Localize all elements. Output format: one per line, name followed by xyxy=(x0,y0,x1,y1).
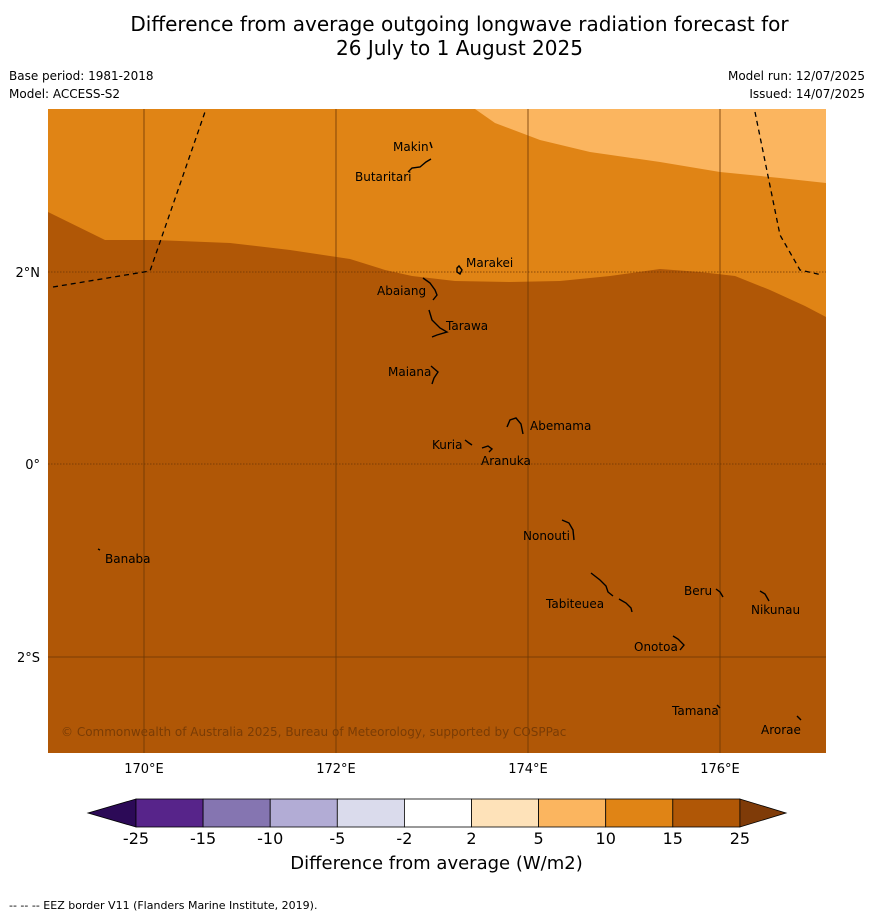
label-onotoa: Onotoa xyxy=(634,640,678,654)
colorbar-extend-low xyxy=(86,798,137,828)
island-nonouti xyxy=(561,519,575,541)
colorbar-tick-7: 10 xyxy=(595,829,616,848)
colorbar-title: Difference from average (W/m2) xyxy=(290,853,583,874)
colorbar-tick-2: -10 xyxy=(257,829,284,848)
colorbar-tick-8: 15 xyxy=(662,829,683,848)
island-abemama xyxy=(506,417,524,435)
lon-label-172e: 172°E xyxy=(316,762,356,777)
island-abaiang xyxy=(422,277,438,301)
colorbar-swatch-0 xyxy=(135,798,204,828)
island-kuria xyxy=(464,439,473,446)
colorbar-tick-3: -5 xyxy=(329,829,346,848)
colorbar-tick-5: 2 xyxy=(466,829,477,848)
eez-border-east xyxy=(754,111,823,276)
island-nikunau xyxy=(759,590,770,602)
title-line-1: Difference from average outgoing longwav… xyxy=(130,12,789,36)
label-kuria: Kuria xyxy=(432,438,463,452)
island-tarawa xyxy=(428,309,449,338)
label-arorae: Arorae xyxy=(761,723,801,737)
lat-label-2n: 2°N xyxy=(16,266,41,281)
copyright-watermark: © Commonwealth of Australia 2025, Bureau… xyxy=(61,725,566,739)
colorbar-tick-4: -2 xyxy=(396,829,413,848)
label-nonouti: Nonouti xyxy=(523,529,570,543)
island-aranuka xyxy=(481,445,494,453)
island-makin xyxy=(429,141,433,149)
label-banaba: Banaba xyxy=(105,552,151,566)
colorbar-swatch-6 xyxy=(538,798,607,828)
model-run: Model run: 12/07/2025 xyxy=(727,69,865,83)
axis-labels: 170°E 172°E 174°E 176°E 2°N 0° 2°S xyxy=(16,266,740,777)
meta-left: Base period: 1981-2018 Model: ACCESS-S2 xyxy=(9,67,154,103)
island-marakei xyxy=(456,264,463,276)
title-line-2: 26 July to 1 August 2025 xyxy=(336,36,583,60)
lat-label-0: 0° xyxy=(25,458,40,473)
lon-label-176e: 176°E xyxy=(700,762,740,777)
lat-label-2s: 2°S xyxy=(17,651,40,666)
colorbar-tick-9: 25 xyxy=(729,829,751,848)
island-onotoa xyxy=(672,635,685,651)
label-tamana: Tamana xyxy=(671,704,719,718)
anomaly-band-5-10 xyxy=(475,109,826,183)
island-tamana xyxy=(716,704,721,709)
island-maiana xyxy=(430,365,439,385)
label-beru: Beru xyxy=(684,584,712,598)
colorbar-tick-6: 5 xyxy=(533,829,544,848)
base-period: Base period: 1981-2018 xyxy=(9,69,154,83)
island-beru xyxy=(715,588,724,598)
eez-border xyxy=(52,108,823,288)
colorbar-tick-1: -15 xyxy=(190,829,217,848)
label-tabiteuea: Tabiteuea xyxy=(545,597,604,611)
label-butaritari: Butaritari xyxy=(355,170,412,184)
colorbar xyxy=(86,798,788,828)
colorbar-tick-0: -25 xyxy=(122,829,150,848)
colorbar-swatch-7 xyxy=(605,798,674,828)
colorbar-swatch-2 xyxy=(269,798,338,828)
graticule xyxy=(48,109,826,753)
colorbar-extend-high xyxy=(739,798,788,828)
label-tarawa: Tarawa xyxy=(445,319,488,333)
label-abemama: Abemama xyxy=(530,419,591,433)
label-abaiang: Abaiang xyxy=(377,284,426,298)
label-makin: Makin xyxy=(393,140,429,154)
label-marakei: Marakei xyxy=(466,256,513,270)
label-nikunau: Nikunau xyxy=(751,603,800,617)
model-name: Model: ACCESS-S2 xyxy=(9,87,121,101)
lon-label-174e: 174°E xyxy=(508,762,548,777)
island-outlines xyxy=(97,141,802,721)
label-aranuka: Aranuka xyxy=(481,454,531,468)
anomaly-band-10-15 xyxy=(48,109,826,317)
island-labels: Makin Butaritari Marakei Abaiang Tarawa … xyxy=(105,140,801,737)
issued-date: Issued: 14/07/2025 xyxy=(749,87,865,101)
colorbar-swatch-5 xyxy=(471,798,539,828)
island-arorae xyxy=(796,715,802,721)
colorbar-swatch-1 xyxy=(202,798,271,828)
chart-title: Difference from average outgoing longwav… xyxy=(0,12,873,60)
island-butaritari xyxy=(407,158,432,173)
island-banaba xyxy=(97,548,101,551)
eez-legend-note: -- -- -- EEZ border V11 (Flanders Marine… xyxy=(9,899,318,912)
lon-label-170e: 170°E xyxy=(124,762,164,777)
colorbar-swatch-4 xyxy=(403,798,472,828)
colorbar-swatch-3 xyxy=(336,798,405,828)
island-tabiteuea xyxy=(590,572,633,613)
colorbar-swatch-8 xyxy=(672,798,741,828)
label-maiana: Maiana xyxy=(388,365,431,379)
meta-right: Model run: 12/07/2025 Issued: 14/07/2025 xyxy=(728,67,865,103)
